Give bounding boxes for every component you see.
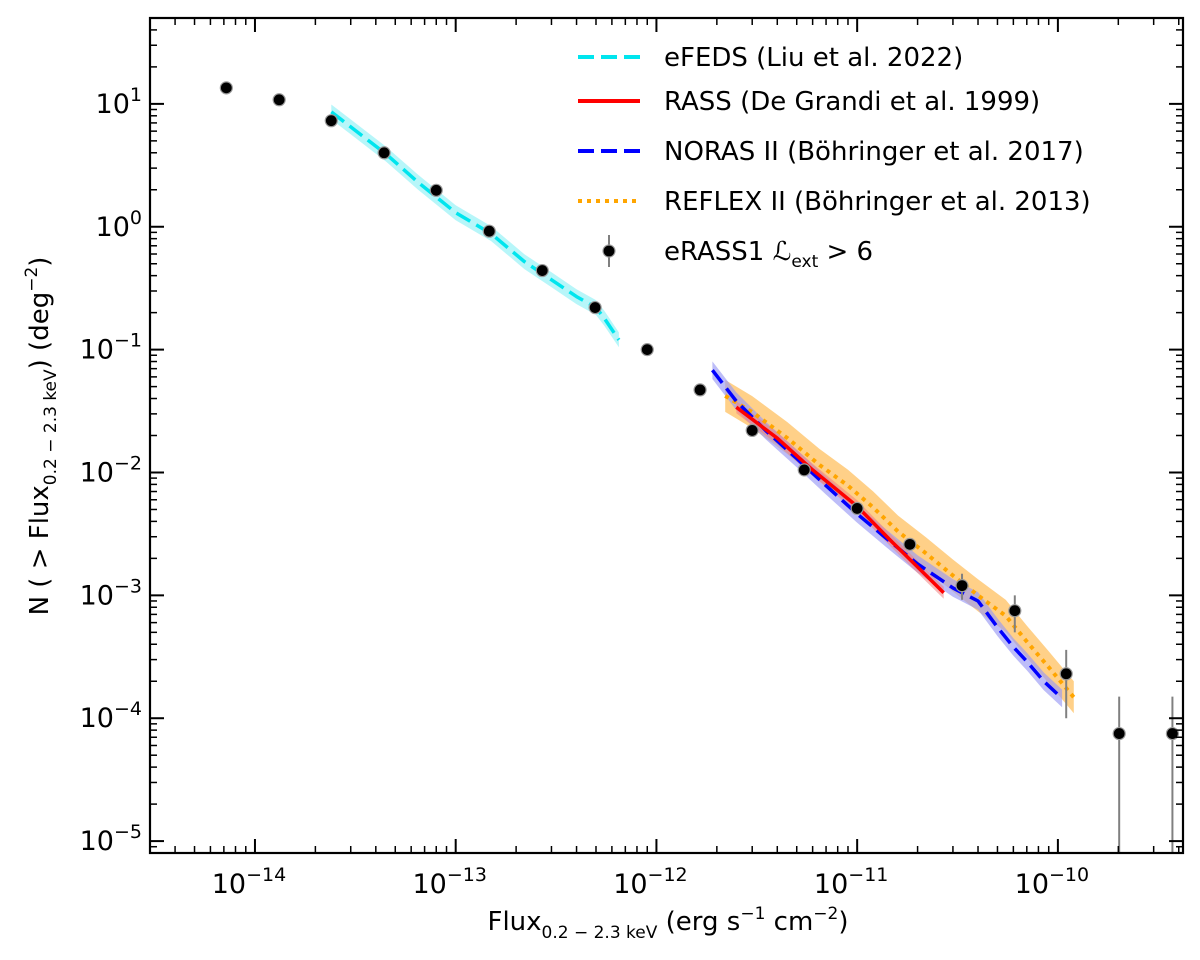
legend-label-1: RASS (De Grandi et al. 1999) bbox=[664, 87, 1040, 117]
y-tick-exp: 1 bbox=[130, 84, 142, 106]
x-tick-labels: 10−14 10−13 10−12 10−11 10−10 bbox=[212, 864, 1089, 900]
y-tick-base: 10 bbox=[80, 457, 114, 488]
y-tick-label: 10−2 bbox=[80, 452, 142, 488]
data-point bbox=[1059, 667, 1073, 681]
x-tick-label: 10−13 bbox=[412, 864, 486, 900]
y-axis-label-end: ) bbox=[25, 257, 55, 267]
y-tick-base: 10 bbox=[80, 580, 114, 611]
legend-label-4-label_pre: eRASS1 bbox=[664, 237, 773, 267]
y-tick-label: 101 bbox=[96, 84, 142, 120]
confidence-bands bbox=[331, 104, 1074, 714]
axis-ticks bbox=[149, 17, 1183, 854]
legend-label-4-label_script: ℒ bbox=[773, 237, 792, 267]
data-point bbox=[588, 300, 602, 315]
y-tick-base: 10 bbox=[96, 89, 130, 120]
x-axis-label-units-end: ) bbox=[838, 907, 848, 937]
data-points bbox=[219, 81, 1180, 741]
y-tick-label: 10−3 bbox=[80, 575, 142, 611]
x-tick-exp: −11 bbox=[848, 864, 888, 886]
band-1 bbox=[736, 401, 944, 599]
data-point bbox=[903, 537, 917, 551]
y-tick-exp: −5 bbox=[114, 821, 142, 843]
y-tick-exp: −1 bbox=[114, 330, 142, 352]
data-point bbox=[1008, 604, 1022, 618]
x-tick-exp: −13 bbox=[447, 864, 487, 886]
legend-label-4: eRASS1 ℒext > 6 bbox=[664, 237, 873, 272]
series-line-2 bbox=[711, 369, 1064, 700]
data-point bbox=[324, 114, 338, 128]
y-tick-exp: −4 bbox=[114, 698, 142, 720]
y-tick-base: 10 bbox=[96, 212, 130, 243]
y-tick-base: 10 bbox=[80, 335, 114, 366]
x-tick-label: 10−14 bbox=[212, 864, 286, 900]
y-tick-label: 10−5 bbox=[80, 821, 142, 857]
data-point bbox=[1165, 726, 1180, 741]
y-axis-label: N ( > Flux0.2 − 2.3 keV) (deg−2) bbox=[22, 257, 61, 616]
x-axis-label-sub: 0.2 − 2.3 keV bbox=[542, 923, 658, 943]
x-tick-exp: −10 bbox=[1049, 864, 1089, 886]
y-tick-label: 10−1 bbox=[80, 330, 142, 366]
data-point bbox=[745, 423, 759, 438]
legend-label-3: REFLEX II (Böhringer et al. 2013) bbox=[664, 187, 1091, 217]
y-axis-label-pre: N ( > Flux bbox=[25, 485, 55, 615]
x-axis-label: Flux0.2 − 2.3 keV (erg s−1 cm−2) bbox=[487, 904, 848, 943]
legend-label-0: eFEDS (Liu et al. 2022) bbox=[664, 43, 963, 73]
x-tick-exp: −14 bbox=[246, 864, 286, 886]
legend-label-4-label_sub: ext bbox=[791, 252, 818, 272]
y-tick-exp: 0 bbox=[130, 207, 142, 229]
x-axis-label-main: Flux bbox=[487, 907, 541, 937]
data-point bbox=[429, 183, 443, 197]
data-point bbox=[640, 343, 654, 357]
data-point bbox=[377, 146, 391, 160]
x-tick-label: 10−10 bbox=[1015, 864, 1089, 900]
data-point bbox=[797, 463, 811, 477]
x-tick-base: 10 bbox=[412, 869, 446, 900]
x-axis-label-exp2: −2 bbox=[813, 904, 838, 924]
y-tick-exp: −2 bbox=[114, 452, 142, 474]
y-axis-label-mid: ) (deg bbox=[25, 292, 55, 370]
x-tick-base: 10 bbox=[1015, 869, 1049, 900]
x-axis-label-units-mid: cm bbox=[765, 907, 813, 937]
y-tick-exp: −3 bbox=[114, 575, 142, 597]
legend-point-swatch bbox=[602, 244, 616, 258]
plot-frame bbox=[148, 16, 1185, 855]
data-point bbox=[693, 383, 707, 397]
data-point bbox=[482, 224, 496, 238]
x-tick-label: 10−12 bbox=[613, 864, 687, 900]
x-tick-base: 10 bbox=[212, 869, 246, 900]
x-tick-label: 10−11 bbox=[814, 864, 888, 900]
y-tick-base: 10 bbox=[80, 826, 114, 857]
data-point bbox=[955, 579, 969, 593]
y-axis-label-exp: −2 bbox=[22, 267, 42, 292]
x-tick-base: 10 bbox=[814, 869, 848, 900]
legend: eFEDS (Liu et al. 2022) RASS (De Grandi e… bbox=[578, 43, 1091, 272]
legend-label-2: NORAS II (Böhringer et al. 2017) bbox=[664, 137, 1084, 167]
y-tick-label: 100 bbox=[96, 207, 142, 243]
x-axis-label-exp1: −1 bbox=[740, 904, 765, 924]
x-axis-label-units: (erg s bbox=[657, 907, 740, 937]
y-tick-label: 10−4 bbox=[80, 698, 142, 734]
data-point bbox=[219, 81, 233, 95]
data-point bbox=[850, 501, 864, 516]
data-point bbox=[272, 93, 286, 107]
legend-label-4-label_post: > 6 bbox=[818, 237, 873, 267]
x-tick-exp: −12 bbox=[648, 864, 688, 886]
band-0 bbox=[331, 104, 619, 348]
y-axis-label-sub: 0.2 − 2.3 keV bbox=[41, 369, 61, 485]
data-point bbox=[535, 263, 549, 278]
y-tick-base: 10 bbox=[80, 703, 114, 734]
x-tick-base: 10 bbox=[613, 869, 647, 900]
data-point bbox=[1112, 726, 1126, 741]
